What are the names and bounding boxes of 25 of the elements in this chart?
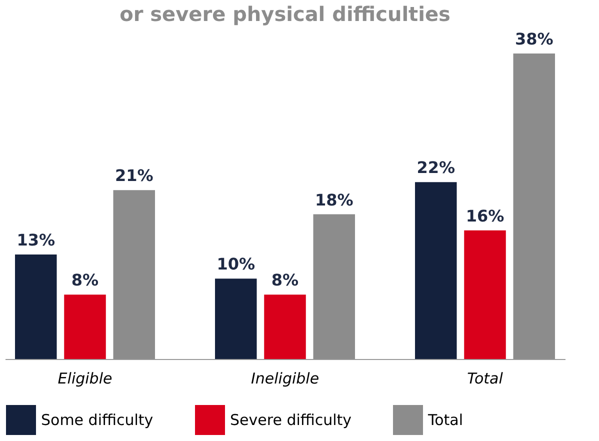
data-label: 8%: [271, 270, 299, 290]
data-label: 13%: [16, 230, 56, 250]
bar: [415, 182, 457, 359]
data-label: 18%: [314, 190, 354, 210]
x-tick-label: Eligible: [58, 370, 112, 388]
bar: [215, 278, 257, 359]
chart-title: or severe physical difficulties: [120, 2, 450, 26]
data-label: 8%: [71, 270, 99, 290]
bar: [64, 294, 106, 359]
bar: [464, 230, 506, 359]
legend-label: Some difficulty: [41, 411, 154, 429]
data-label: 38%: [514, 29, 554, 48]
data-label: 16%: [466, 206, 504, 226]
data-label: 10%: [216, 254, 256, 274]
legend-label: Severe difficulty: [230, 411, 352, 429]
bar: [313, 214, 355, 359]
bar: [264, 294, 306, 359]
x-tick-label: Ineligible: [250, 370, 320, 388]
bar: [113, 190, 155, 359]
x-tick-label: Total: [467, 370, 504, 388]
data-label: 22%: [416, 158, 456, 178]
bar: [15, 254, 57, 359]
data-label: 21%: [114, 166, 154, 186]
legend-label: Total: [427, 411, 464, 429]
bar: [513, 53, 555, 359]
